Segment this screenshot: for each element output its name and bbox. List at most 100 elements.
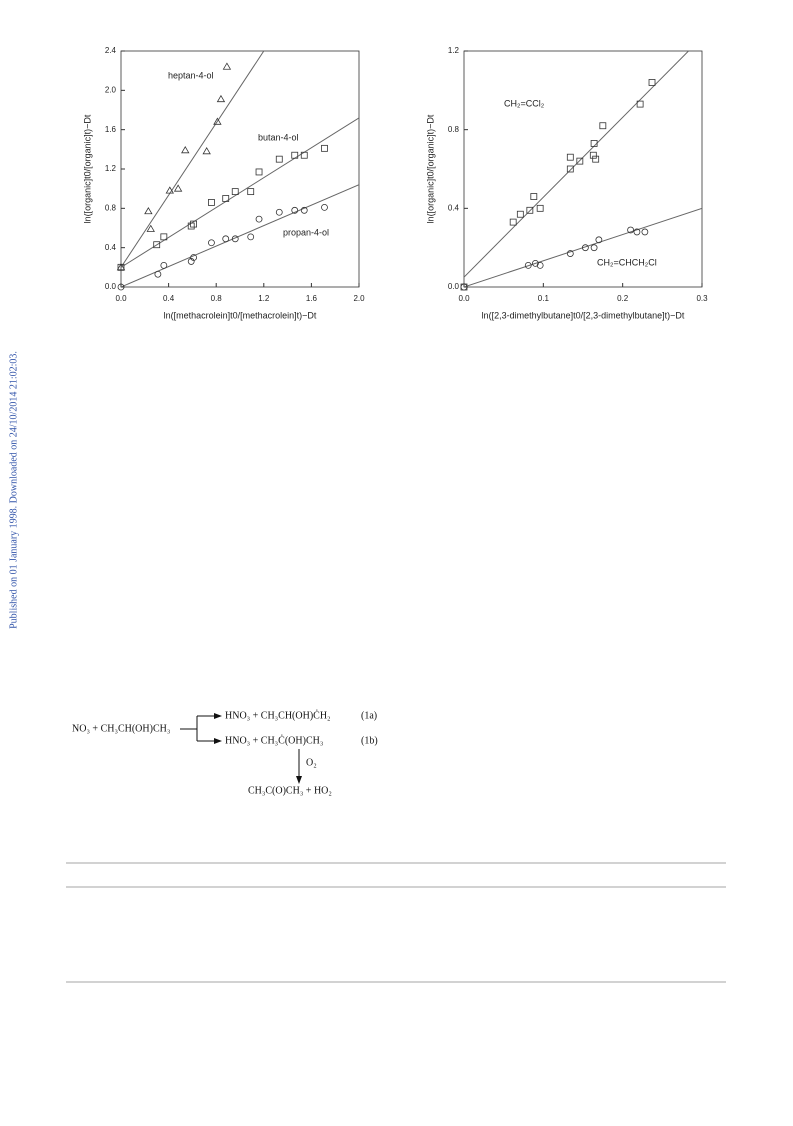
point — [590, 140, 598, 147]
fit-line — [464, 207, 702, 287]
point — [321, 144, 328, 152]
point — [300, 151, 308, 159]
point — [566, 153, 574, 161]
point — [524, 261, 532, 269]
side-note: Published on 01 January 1998. Downloaded… — [8, 351, 19, 629]
x-tick-label: 0.8 — [211, 294, 223, 303]
point — [187, 258, 195, 265]
point — [536, 261, 544, 269]
point — [117, 283, 125, 291]
point — [222, 235, 230, 243]
point — [247, 233, 255, 241]
point — [160, 233, 168, 241]
x-axis-label: ln([2,3-dimethylbutane]t0/[2,3-dimethylb… — [482, 310, 685, 320]
point — [321, 203, 328, 211]
point — [566, 250, 574, 257]
eq-label: (1b) — [361, 735, 378, 746]
x-tick-label: 0.0 — [115, 294, 127, 303]
point — [589, 151, 597, 159]
point — [153, 241, 161, 249]
point — [516, 210, 524, 218]
point — [231, 235, 239, 243]
series-label: propan-4-ol — [283, 227, 329, 237]
y-tick-label: 0.4 — [105, 243, 117, 252]
point — [536, 204, 544, 212]
point — [255, 168, 263, 176]
x-tick-label: 0.2 — [617, 294, 629, 303]
reagent: O₂ — [306, 757, 317, 768]
point — [566, 165, 574, 173]
point — [641, 228, 649, 236]
final-product: CH₃C(O)CH₃ + HO₂ — [248, 785, 332, 796]
point — [581, 244, 589, 252]
point — [291, 151, 299, 159]
point — [247, 188, 255, 196]
product: HNO₃ + CH₃CH(OH)ĊH₂ — [225, 709, 331, 721]
y-tick-label: 2.4 — [105, 46, 117, 55]
point — [275, 208, 283, 216]
point — [116, 263, 126, 271]
y-tick-label: 0.0 — [105, 282, 117, 291]
arrowhead — [296, 776, 302, 784]
y-axis-label: ln([organic]t0/[organic]t)−Dt — [425, 114, 435, 223]
x-tick-label: 0.0 — [458, 294, 470, 303]
point — [275, 155, 283, 163]
y-tick-label: 0.4 — [448, 203, 460, 212]
point — [532, 259, 539, 267]
point — [509, 218, 517, 226]
point — [595, 236, 603, 244]
x-tick-label: 0.1 — [538, 294, 550, 303]
fit-line — [121, 184, 359, 287]
eq-label: (1a) — [361, 710, 377, 721]
x-axis-label: ln([methacrolein]t0/[methacrolein]t)−Dt — [164, 310, 317, 320]
x-tick-label: 2.0 — [353, 294, 365, 303]
fit-line — [121, 51, 265, 268]
y-tick-label: 0.8 — [105, 203, 117, 212]
reaction-scheme: NO₃ + CH₃CH(OH)CH₃ HNO₃ + CH₃CH(OH)ĊH₂ (… — [72, 709, 378, 796]
y-tick-label: 1.2 — [105, 164, 117, 173]
series-label: butan-4-ol — [258, 132, 299, 142]
point — [231, 188, 239, 196]
x-tick-label: 1.2 — [258, 294, 270, 303]
fit-line — [464, 51, 689, 278]
point — [590, 244, 598, 252]
x-tick-label: 1.6 — [306, 294, 318, 303]
point — [300, 206, 308, 214]
point — [222, 195, 230, 202]
plot-frame — [463, 50, 703, 288]
series-label: CH₂=CCl₂ — [504, 98, 545, 108]
point — [526, 206, 534, 214]
point — [576, 157, 584, 165]
point — [530, 193, 538, 200]
point — [648, 79, 656, 86]
point — [291, 206, 299, 214]
x-tick-label: 0.4 — [163, 294, 175, 303]
point — [208, 239, 215, 247]
point — [636, 100, 644, 108]
y-axis-label: ln([organic]t0/[organic]t)−Dt — [82, 114, 92, 223]
point — [460, 283, 468, 291]
series-label: heptan-4-ol — [168, 70, 214, 80]
point — [173, 184, 183, 192]
point — [213, 117, 222, 125]
point — [599, 122, 607, 130]
point — [202, 147, 211, 155]
point — [160, 261, 168, 269]
series-label: CH₂=CHCH₂Cl — [597, 257, 657, 267]
arrowheads — [214, 713, 222, 744]
x-tick-label: 0.3 — [696, 294, 708, 303]
point — [190, 220, 197, 228]
point — [208, 199, 215, 206]
point — [144, 206, 153, 215]
point — [633, 228, 641, 236]
point — [181, 146, 190, 154]
reactant: NO₃ + CH₃CH(OH)CH₃ — [72, 723, 170, 734]
point — [146, 224, 155, 232]
point — [154, 270, 162, 278]
point — [190, 254, 197, 261]
y-tick-label: 0.8 — [448, 125, 460, 134]
point — [216, 94, 226, 103]
branch — [180, 715, 216, 742]
